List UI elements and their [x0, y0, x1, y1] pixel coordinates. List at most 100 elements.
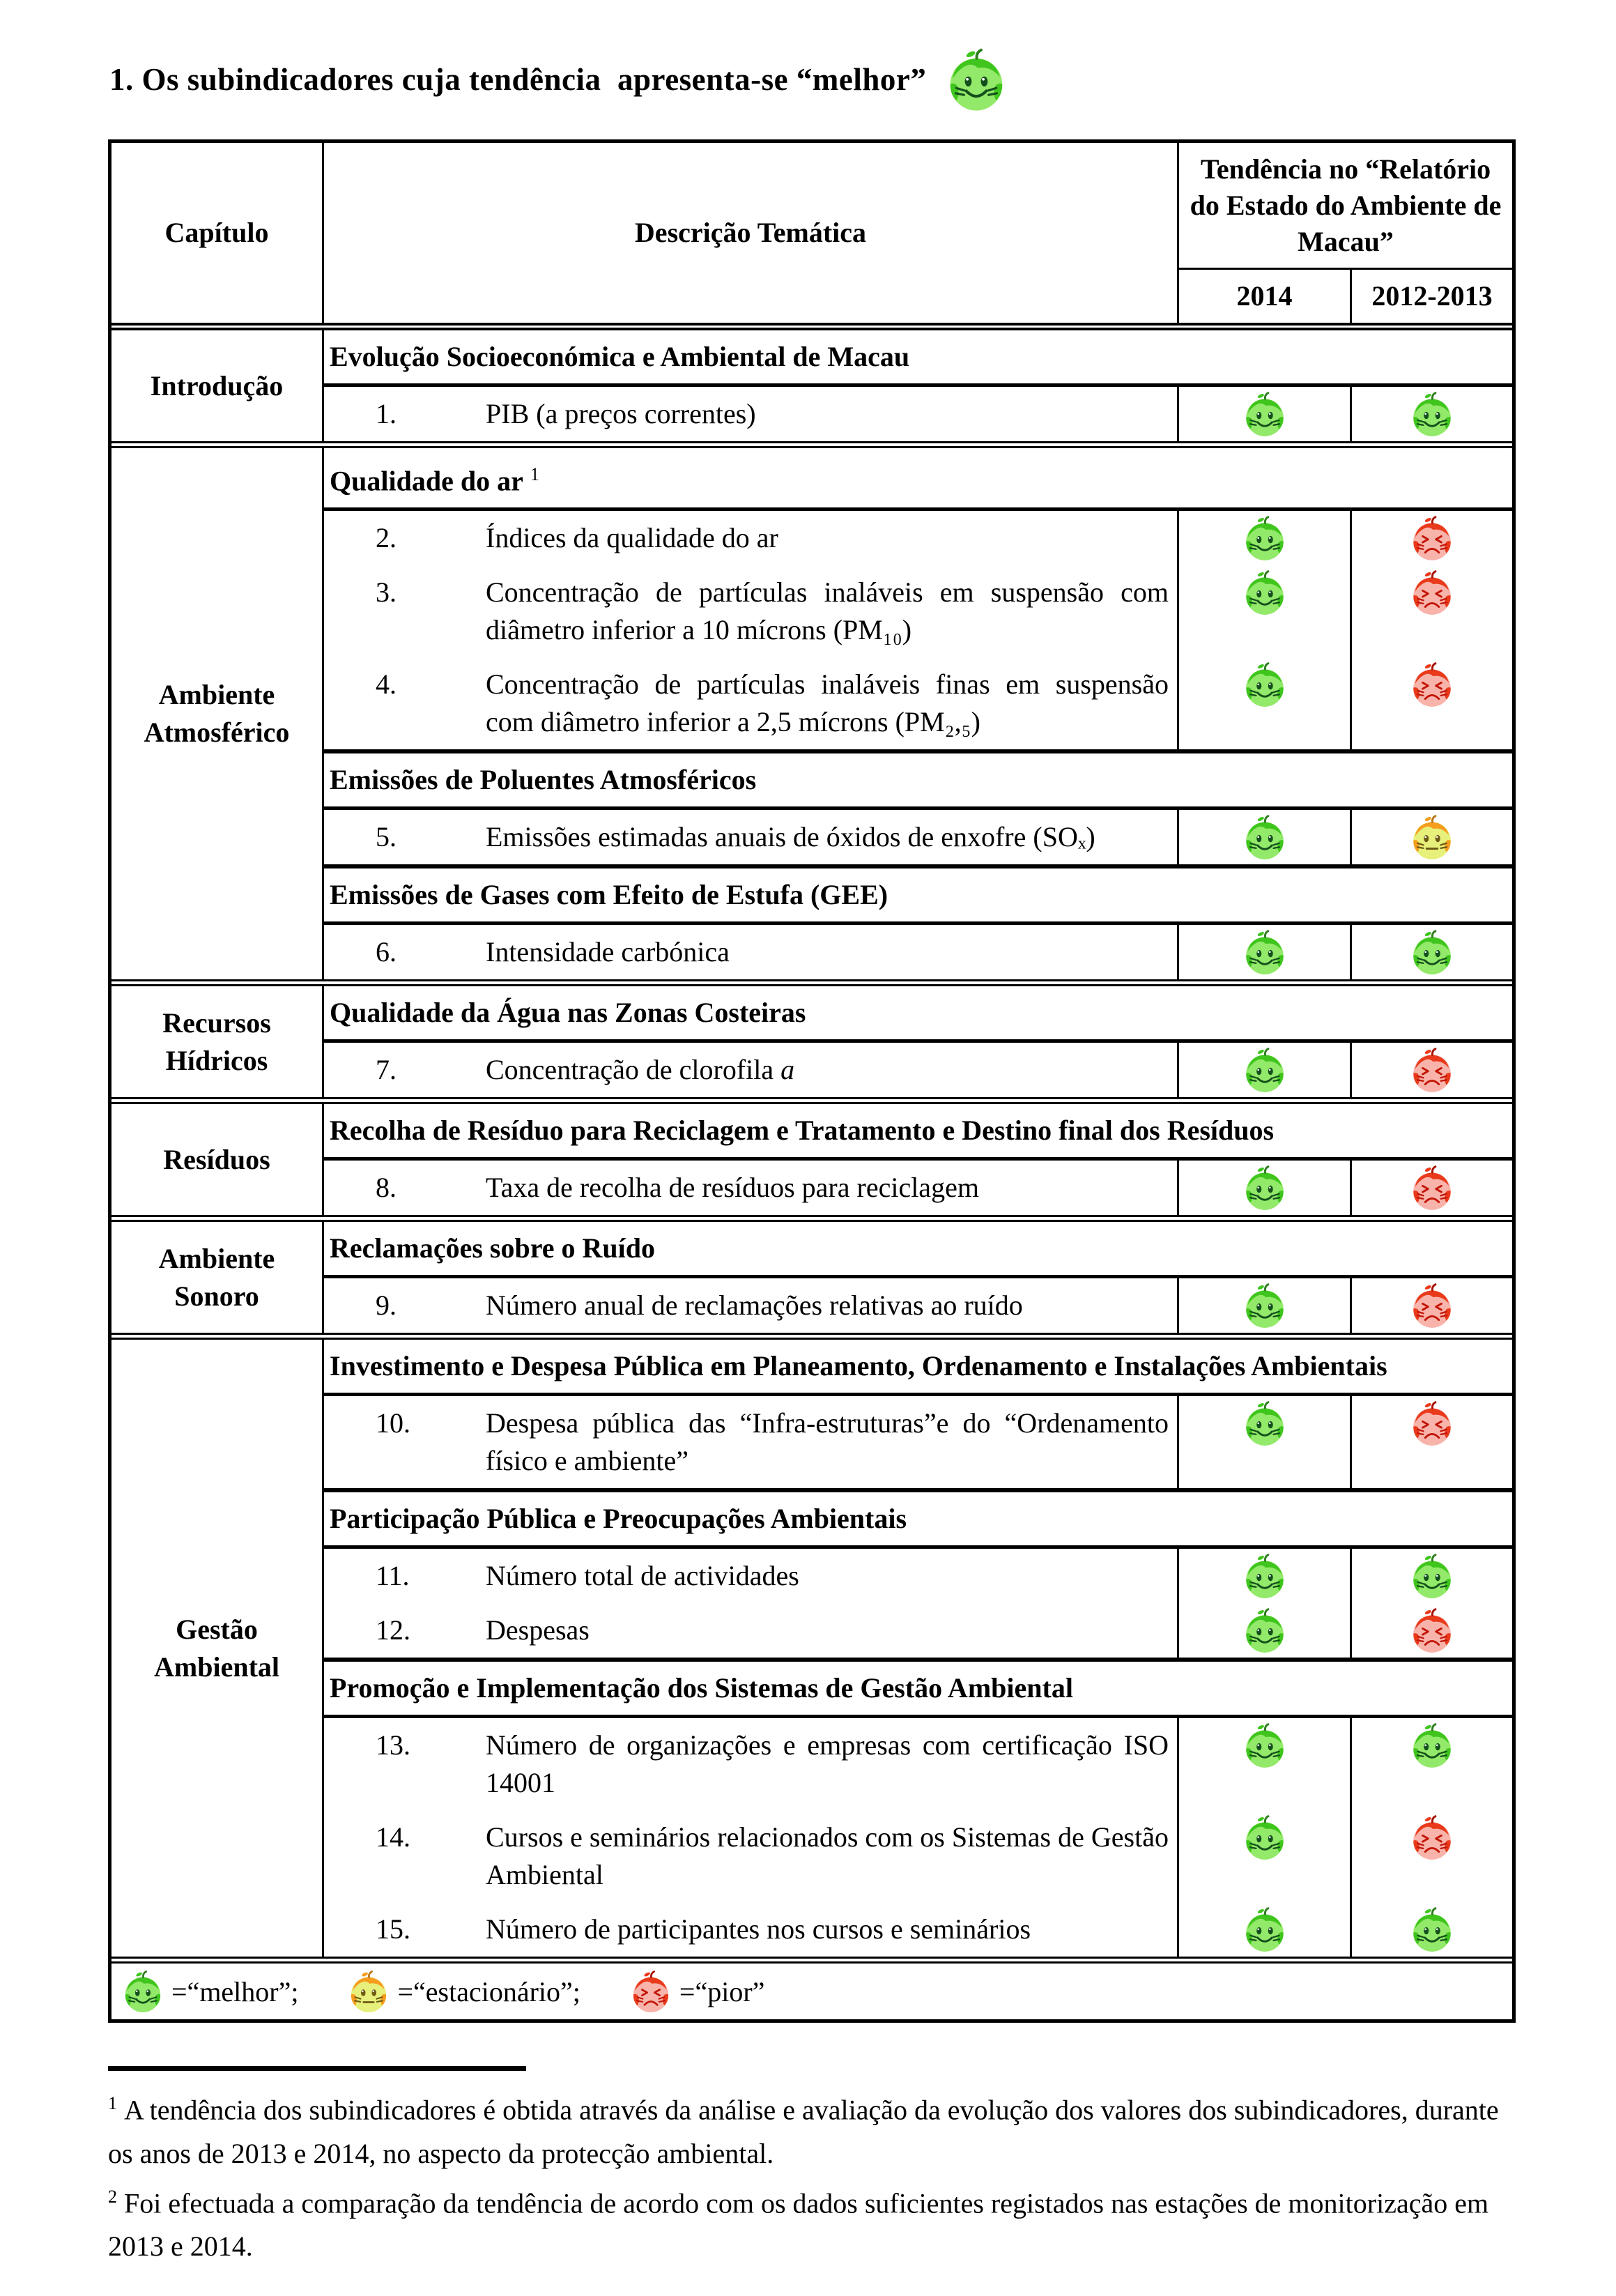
indicator-text: Número total de actividades: [324, 1557, 1169, 1595]
header-trend-title: Tendência no “Relatório do Estado do Amb…: [1177, 143, 1512, 270]
section-header-text: Qualidade do ar: [330, 465, 523, 497]
indicator-text: Despesas: [324, 1612, 1169, 1649]
apple-melhor-icon: [1242, 814, 1288, 860]
table-body: Introdução Evolução Socioeconómica e Ambi…: [111, 330, 1512, 1957]
apple-melhor-icon: [1242, 1607, 1288, 1653]
indicator-cell: 14. Cursos e seminários relacionados com …: [324, 1810, 1177, 1902]
items-grid: 1. PIB (a preços correntes): [324, 387, 1512, 441]
trend-cell-2012_2013-pior: [1350, 1810, 1512, 1903]
trend-cell-2012_2013-pior: [1350, 565, 1512, 658]
indicator-cell: 5. Emissões estimadas anuais de óxidos de…: [324, 810, 1177, 864]
indicator-cell: 9. Número anual de reclamações relativas …: [324, 1278, 1177, 1333]
apple-estacionario-icon: [1409, 814, 1455, 860]
section-header: Qualidade da Água nas Zonas Costeiras: [324, 986, 1512, 1043]
trend-cell-2014-melhor: [1177, 565, 1350, 658]
indicator-text-main: Intensidade carbónica: [486, 936, 730, 968]
apple-pior-icon: [1409, 1814, 1455, 1860]
legend-item-pior: =“pior”: [629, 1970, 764, 2013]
chapter-content: Qualidade do ar 1 2. Índices da qualidade d…: [324, 448, 1512, 980]
indicator-number: 1.: [376, 398, 397, 429]
items-grid: 13. Número de organizações e empresas com…: [324, 1718, 1512, 1957]
apple-pior-icon: [1409, 1047, 1455, 1093]
footnote-2-text: Foi efectuada a comparação da tendência …: [108, 2187, 1489, 2262]
chapter-row: Gestão Ambiental Investimento e Despesa P…: [111, 1333, 1512, 1957]
trend-cell-2012_2013-melhor: [1350, 1902, 1512, 1957]
trend-cell-2012_2013-melhor: [1350, 387, 1512, 441]
page-title: 1. Os subindicadores cuja tendência apre…: [109, 62, 927, 97]
indicator-cell: 4. Concentração de partículas inaláveis f…: [324, 657, 1177, 749]
legend-melhor-apple-icon: [121, 1970, 164, 2013]
chapter-row: Recursos Hídricos Qualidade da Água nas Z…: [111, 979, 1512, 1098]
chapter-content: Investimento e Despesa Pública em Planea…: [324, 1340, 1512, 1957]
indicator-number: 14.: [376, 1821, 410, 1853]
indicator-text-main: Concentração de clorofila: [486, 1054, 781, 1086]
indicator-number: 2.: [376, 522, 397, 554]
indicator-text: Índices da qualidade do ar: [324, 519, 1169, 557]
indicator-text-italic: a: [780, 1054, 795, 1086]
section: Qualidade da Água nas Zonas Costeiras 7. C…: [324, 986, 1512, 1098]
chapter-row: Ambiente Atmosférico Qualidade do ar 1 2. Ín…: [111, 441, 1512, 980]
trend-cell-2014-melhor: [1177, 511, 1350, 566]
chapter-name: Ambiente Sonoro: [111, 1222, 324, 1333]
items-grid: 6. Intensidade carbónica: [324, 925, 1512, 980]
indicator-cell: 2. Índices da qualidade do ar: [324, 511, 1177, 565]
trend-cell-2014-melhor: [1177, 1718, 1350, 1811]
apple-melhor-icon: [1242, 1283, 1288, 1329]
apple-melhor-icon: [1242, 661, 1288, 707]
section-header-text: Evolução Socioeconómica e Ambiental de M…: [330, 341, 910, 372]
section-header: Emissões de Poluentes Atmosféricos: [324, 753, 1512, 811]
items-grid: 10. Despesa pública das “Infra-estruturas…: [324, 1396, 1512, 1489]
trend-cell-2014-melhor: [1177, 925, 1350, 980]
section: Reclamações sobre o Ruído 9. Número anual …: [324, 1222, 1512, 1333]
chapter-name: Gestão Ambiental: [111, 1340, 324, 1957]
apple-melhor-icon: [1409, 929, 1455, 975]
chapter-name: Introdução: [111, 330, 324, 441]
legend-item-estacionario: =“estacionário”;: [347, 1970, 580, 2013]
table-header: Capítulo Descrição Temática Tendência no…: [111, 143, 1512, 330]
indicator-cell: 11. Número total de actividades: [324, 1549, 1177, 1603]
legend-melhor-label: =“melhor”;: [171, 1975, 299, 2007]
chapter-row: Introdução Evolução Socioeconómica e Ambi…: [111, 330, 1512, 441]
legend-estacionario-label: =“estacionário”;: [397, 1975, 580, 2007]
section-header-text: Emissões de Poluentes Atmosféricos: [330, 764, 757, 796]
trend-cell-2012_2013-pior: [1350, 1043, 1512, 1098]
trend-cell-2014-melhor: [1177, 1043, 1350, 1098]
indicator-text-main: Número de participantes nos cursos e sem…: [486, 1913, 1031, 1945]
section: Emissões de Gases com Efeito de Estufa (…: [324, 864, 1512, 980]
indicator-text-main: Concentração de partículas inaláveis fin…: [486, 668, 1169, 738]
legend-estacionario-apple-icon: [347, 1970, 390, 2013]
section: Promoção e Implementação dos Sistemas de…: [324, 1658, 1512, 1957]
section-header: Evolução Socioeconómica e Ambiental de M…: [324, 330, 1512, 387]
indicator-number: 8.: [376, 1172, 397, 1204]
apple-melhor-icon: [1242, 1400, 1288, 1446]
trend-cell-2014-melhor: [1177, 1396, 1350, 1489]
footnote-rule: [108, 2066, 526, 2072]
header-descricao: Descrição Temática: [634, 217, 867, 248]
apple-melhor-icon: [1409, 1722, 1455, 1768]
apple-pior-icon: [1409, 1165, 1455, 1211]
items-grid: 9. Número anual de reclamações relativas …: [324, 1278, 1512, 1333]
apple-melhor-icon: [1242, 1814, 1288, 1860]
trend-cell-2014-melhor: [1177, 1810, 1350, 1903]
section: Evolução Socioeconómica e Ambiental de M…: [324, 330, 1512, 441]
trend-cell-2012_2013-pior: [1350, 1396, 1512, 1489]
indicator-text: Cursos e seminários relacionados com os …: [324, 1819, 1169, 1894]
indicator-cell: 1. PIB (a preços correntes): [324, 387, 1177, 441]
apple-melhor-icon: [1242, 1722, 1288, 1768]
indicator-number: 11.: [376, 1560, 410, 1592]
indicator-number: 9.: [376, 1289, 397, 1322]
trend-cell-2014-melhor: [1177, 1161, 1350, 1216]
indicator-text-main: Taxa de recolha de resíduos para recicla…: [486, 1172, 979, 1204]
legend-row: =“melhor”; =“estacionário”; =“pior”: [111, 1957, 1512, 2019]
title-apple-icon: [944, 47, 1008, 112]
header-year-2012-2013: 2012-2013: [1350, 270, 1512, 323]
apple-melhor-icon: [1242, 515, 1288, 561]
section: Qualidade do ar 1 2. Índices da qualidade d…: [324, 448, 1512, 750]
trend-cell-2012_2013-pior: [1350, 1278, 1512, 1333]
chapter-content: Reclamações sobre o Ruído 9. Número anual …: [324, 1222, 1512, 1333]
indicator-text: Concentração de partículas inaláveis em …: [324, 574, 1169, 649]
apple-pior-icon: [1409, 515, 1455, 561]
indicator-text: Número anual de reclamações relativas ao…: [324, 1287, 1169, 1324]
apple-pior-icon: [1409, 569, 1455, 615]
